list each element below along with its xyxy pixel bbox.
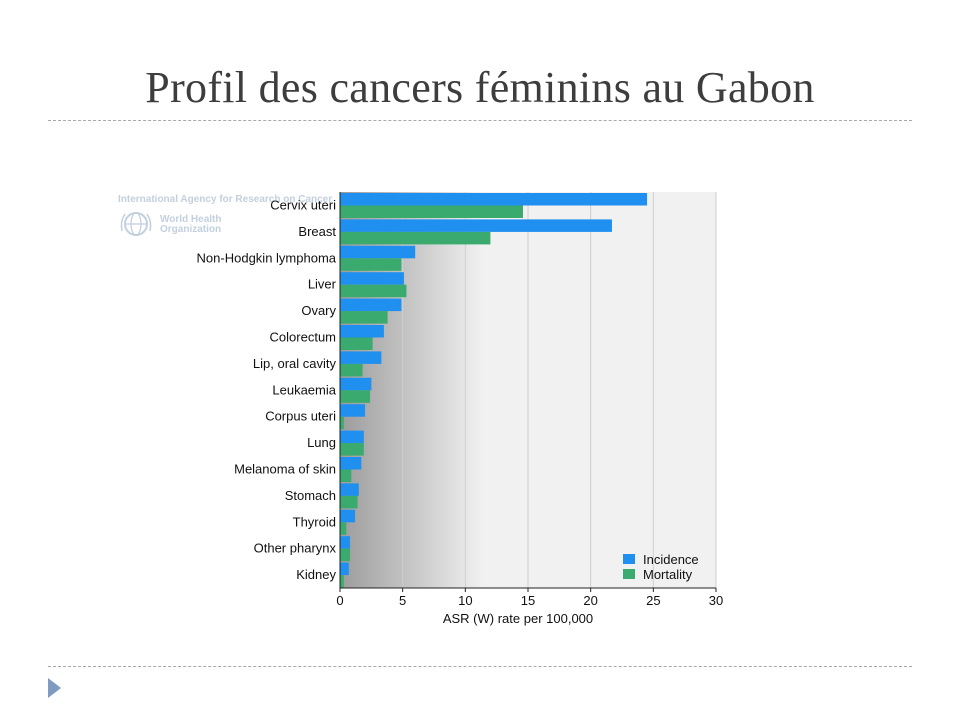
category-label: Kidney: [296, 567, 336, 582]
category-label: Lip, oral cavity: [253, 356, 337, 371]
x-tick-label: 25: [646, 593, 660, 608]
incidence-bar: [340, 536, 351, 549]
incidence-bar: [340, 219, 612, 232]
category-label: Corpus uteri: [265, 409, 336, 424]
mortality-bar: [340, 575, 344, 588]
legend-swatch: [623, 569, 635, 579]
legend-label: Mortality: [643, 567, 693, 582]
incidence-bar: [340, 351, 382, 364]
category-label: Ovary: [301, 303, 336, 318]
x-tick-label: 20: [583, 593, 597, 608]
category-label: Liver: [308, 277, 337, 292]
incidence-bar: [340, 325, 384, 338]
category-label: Thyroid: [293, 514, 336, 529]
category-label: Other pharynx: [254, 541, 337, 556]
legend-swatch: [623, 554, 635, 564]
mortality-bar: [340, 258, 402, 271]
mortality-bar: [340, 390, 371, 403]
category-label: Cervix uteri: [270, 198, 336, 213]
category-label: Melanoma of skin: [234, 462, 336, 477]
chart-container: Cervix uteri Breast Non-Hodgkin lymphoma Li…: [108, 186, 748, 636]
mortality-bar: [340, 363, 363, 377]
iarc-who-logo: International Agency for Research on Can…: [118, 194, 358, 242]
incidence-bar: [340, 193, 648, 206]
mortality-bar: [340, 416, 344, 430]
incidence-bar: [340, 377, 372, 391]
incidence-bar: [340, 509, 356, 523]
incidence-bar: [340, 245, 416, 259]
mortality-bar: [340, 205, 523, 218]
who-globe-icon: [120, 212, 152, 236]
mortality-bar: [340, 231, 491, 245]
logo-agency-text: International Agency for Research on Can…: [118, 194, 333, 205]
category-label: Non-Hodgkin lymphoma: [197, 250, 337, 265]
x-tick-label: 30: [709, 593, 723, 608]
bottom-divider: [48, 666, 912, 667]
incidence-bar: [340, 272, 404, 285]
incidence-bar: [340, 562, 349, 576]
mortality-bar: [340, 443, 364, 456]
x-axis-title: ASR (W) rate per 100,000: [443, 611, 593, 626]
category-label: Stomach: [285, 488, 336, 503]
logo-who-text: World Health Organization: [160, 214, 222, 235]
mortality-bar: [340, 495, 358, 509]
x-tick-label: 10: [458, 593, 472, 608]
x-tick-label: 5: [399, 593, 406, 608]
incidence-bar: [340, 457, 362, 470]
slide-title: Profil des cancers féminins au Gabon: [145, 63, 815, 112]
bar-chart: Cervix uteri Breast Non-Hodgkin lymphoma Li…: [197, 192, 723, 626]
category-label: Colorectum: [270, 330, 336, 345]
category-label: Lung: [307, 435, 336, 450]
top-divider: [48, 120, 912, 121]
mortality-bar: [340, 311, 388, 324]
category-label: Leukaemia: [272, 382, 336, 397]
incidence-bar: [340, 298, 402, 312]
mortality-bar: [340, 337, 373, 350]
mortality-bar: [340, 548, 351, 562]
mortality-bar: [340, 469, 352, 482]
bullet-triangle-icon: [48, 678, 61, 698]
legend-label: Incidence: [643, 552, 699, 567]
x-tick-label: 15: [521, 593, 535, 608]
mortality-bar: [340, 284, 407, 298]
category-label: Breast: [298, 224, 336, 239]
mortality-bar: [340, 522, 347, 535]
incidence-bar: [340, 404, 366, 417]
incidence-bar: [340, 483, 359, 496]
x-tick-label: 0: [336, 593, 343, 608]
incidence-bar: [340, 430, 364, 444]
